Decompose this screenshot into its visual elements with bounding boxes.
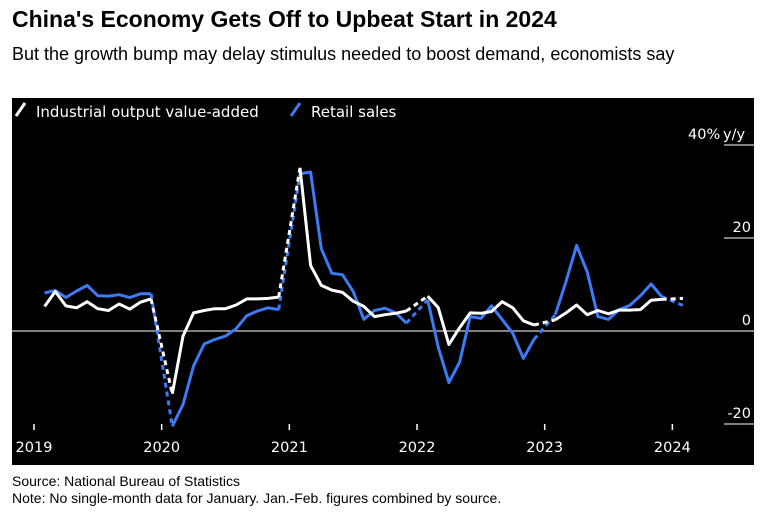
legend-label-retail: Retail sales <box>311 103 397 121</box>
x-tick-label-2024: 2024 <box>654 440 691 456</box>
line-segment-retail-6 <box>426 299 536 385</box>
line-chart: Industrial output value-added Retail sal… <box>12 102 754 456</box>
line-segment-retail-4 <box>299 170 408 325</box>
chart-title: China's Economy Gets Off to Upbeat Start… <box>12 6 557 32</box>
chart-legend: Industrial output value-added Retail sal… <box>14 102 397 121</box>
dashed-segment-industrial-9 <box>661 296 684 301</box>
line-segment-industrial-6 <box>426 295 535 346</box>
y-axis: -20 0 20 40% y/y <box>12 127 754 425</box>
x-tick-label-2023: 2023 <box>526 440 563 456</box>
line-segment-retail-2 <box>170 306 279 427</box>
y-tick-label-0: 0 <box>742 313 751 329</box>
line-segment-retail-0 <box>44 283 151 299</box>
y-tick-label-20: 20 <box>733 220 751 236</box>
footnote: Note: No single-month data for January. … <box>12 490 502 506</box>
dashed-segment-industrial-7 <box>533 318 556 327</box>
x-tick-label-2019: 2019 <box>16 440 53 456</box>
legend-item-industrial: Industrial output value-added <box>14 102 259 121</box>
line-segment-industrial-4 <box>298 167 407 319</box>
chart-series <box>43 167 684 427</box>
line-segment-retail-8 <box>553 243 663 321</box>
x-tick-label-2020: 2020 <box>143 440 180 456</box>
line-segment-industrial-0 <box>43 290 152 312</box>
y-tick-label-40: 40% <box>688 127 720 143</box>
x-tick-label-2021: 2021 <box>271 440 308 456</box>
dashed-segment-retail-3 <box>277 173 302 310</box>
y-tick-label--20: -20 <box>727 406 751 422</box>
source-note: Source: National Bureau of Statistics <box>12 473 241 489</box>
legend-item-retail: Retail sales <box>289 102 397 121</box>
dashed-segment-industrial-3 <box>277 167 302 298</box>
legend-swatch-retail <box>289 102 302 117</box>
y-unit-label: y/y <box>723 127 745 143</box>
line-segment-industrial-2 <box>170 295 279 395</box>
dashed-segment-industrial-5 <box>405 294 429 313</box>
legend-swatch-industrial <box>14 102 27 117</box>
dashed-segment-industrial-1 <box>149 298 174 395</box>
chart-subtitle: But the growth bump may delay stimulus n… <box>12 44 675 64</box>
legend-label-industrial: Industrial output value-added <box>36 103 259 121</box>
x-axis: 2019 2020 2021 2022 2023 2024 <box>16 424 691 456</box>
dashed-segment-retail-7 <box>532 313 557 341</box>
x-tick-label-2022: 2022 <box>399 440 436 456</box>
line-segment-industrial-8 <box>554 297 662 322</box>
chart-panel: Industrial output value-added Retail sal… <box>12 98 754 465</box>
dashed-segment-retail-1 <box>149 293 174 427</box>
